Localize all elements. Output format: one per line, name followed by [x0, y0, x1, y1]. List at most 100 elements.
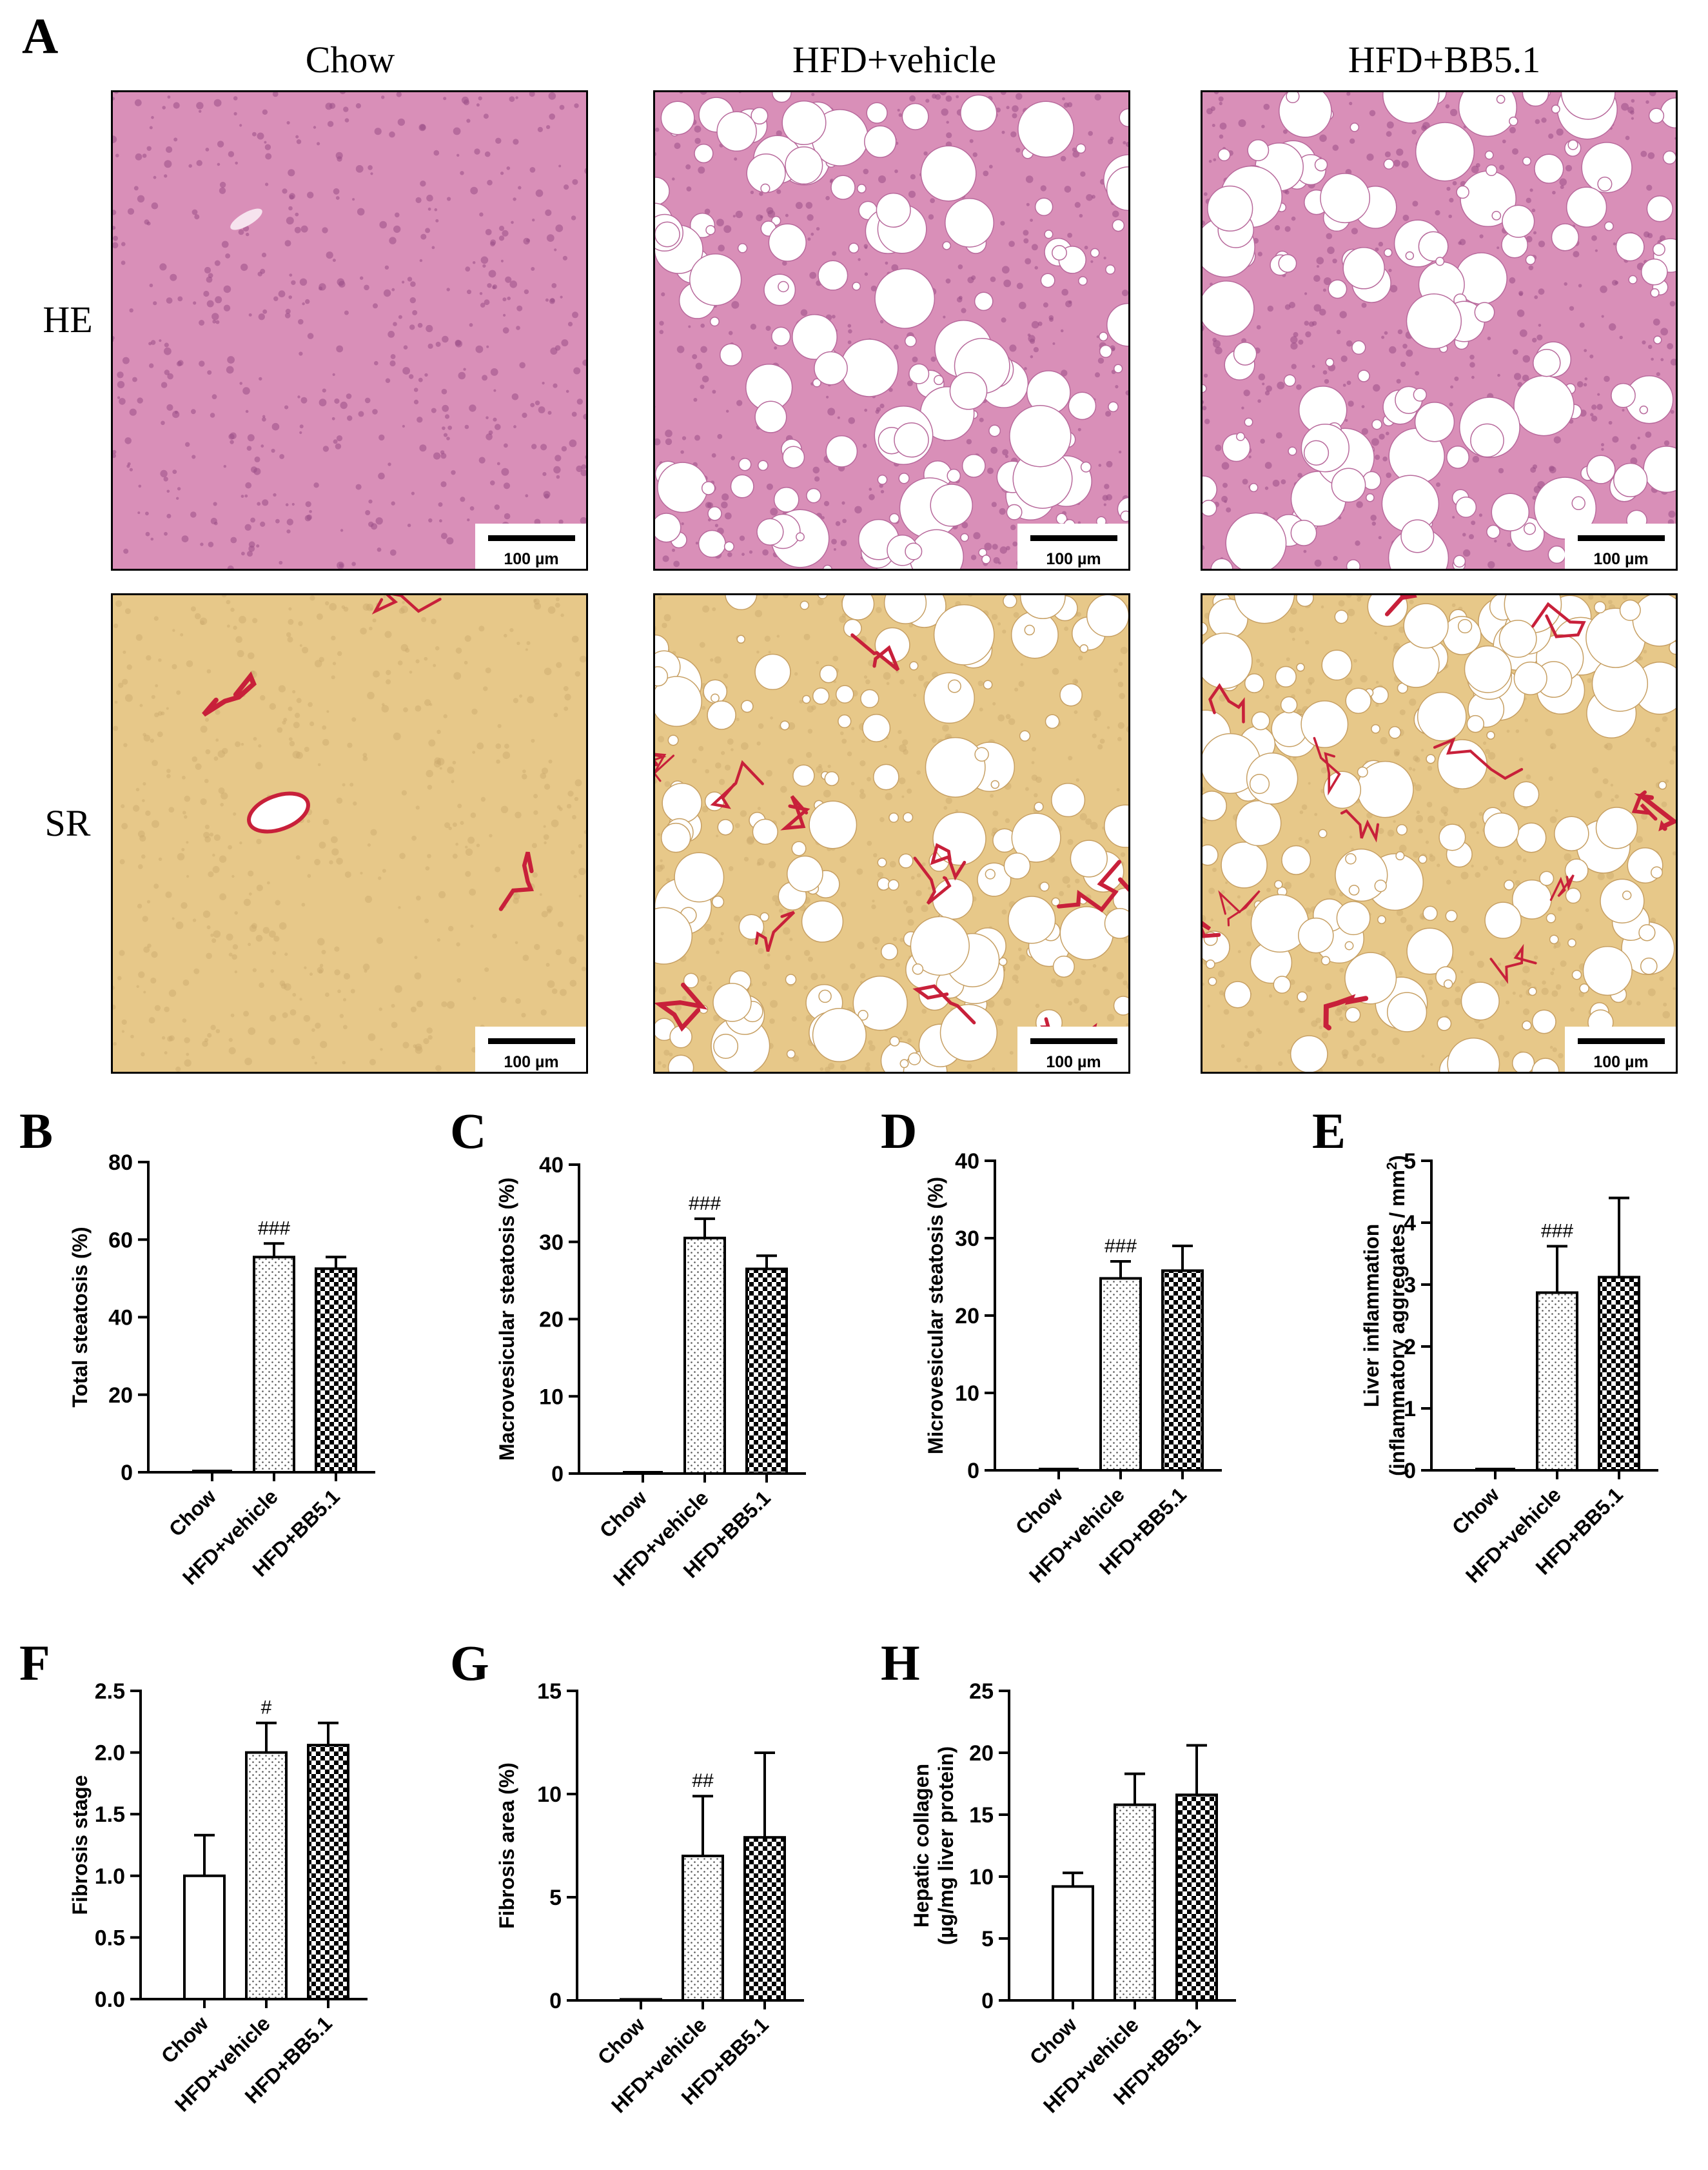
chart-f-y-tick-label: 2.0	[95, 1741, 125, 1766]
chart-b-y-tick-label: 40	[108, 1306, 133, 1330]
chart-e-y-label: Liver inflammation	[1360, 1224, 1383, 1408]
chart-e-y-tick-label: 4	[1404, 1211, 1416, 1236]
chart-f-bar-chow	[183, 1874, 226, 2001]
scale-bar	[488, 1038, 575, 1044]
chart-h-y-label-units: (µg/mg liver protein)	[934, 1746, 957, 1945]
column-label-hfd-vehicle: HFD+vehicle	[792, 39, 996, 81]
chart-g-y-tick-label: 0	[549, 1989, 562, 2013]
scale-bar-box	[1565, 1027, 1678, 1074]
chart-d: D 0 10 20 30 40 Microvesicular steatosis (%) Ch…	[881, 1103, 1222, 1587]
chart-c-y-tick-label: 30	[539, 1230, 564, 1255]
chart-h-bar-hfd-bb51	[1175, 1793, 1218, 2002]
chart-d-x-label-chow: Chow	[1011, 1483, 1067, 1539]
panel-c-letter: C	[450, 1103, 486, 1159]
chart-f-y-tick-label: 1.5	[95, 1802, 125, 1827]
micrograph-he-hfd-bb51: 100 µm	[1201, 90, 1678, 571]
central-vein	[247, 791, 310, 834]
chart-e-y-tick-label: 3	[1404, 1273, 1416, 1297]
panel-d-letter: D	[881, 1103, 917, 1159]
column-label-hfd-bb51: HFD+BB5.1	[1348, 39, 1541, 81]
chart-c-significance-hfd-vehicle: ###	[689, 1193, 721, 1214]
chart-d-significance-hfd-vehicle: ###	[1104, 1236, 1137, 1257]
scale-bar-label: 100 µm	[504, 1053, 558, 1071]
chart-d-y-tick-label: 10	[955, 1381, 979, 1406]
chart-e-y-tick-label: 0	[1404, 1459, 1416, 1483]
scale-bar-box	[475, 524, 588, 571]
scale-bar-label: 100 µm	[1046, 1053, 1101, 1071]
chart-c-y-label: Macrovesicular steatosis (%)	[495, 1178, 518, 1461]
central-vein	[230, 208, 262, 230]
chart-b-y-tick-label: 20	[108, 1383, 133, 1408]
chart-h-y-tick-label: 20	[969, 1741, 994, 1766]
chart-d-y-tick-label: 30	[955, 1227, 979, 1251]
chart-c-y-tick-label: 10	[539, 1385, 564, 1409]
scale-bar	[1030, 535, 1117, 541]
chart-g-bar-hfd-bb51	[743, 1836, 786, 2002]
chart-f-x-label-chow: Chow	[157, 2011, 213, 2067]
chart-f-y-tick-label: 2.5	[95, 1679, 125, 1704]
panel-e-letter: E	[1312, 1103, 1346, 1159]
scale-bar	[1578, 1038, 1665, 1044]
chart-b-y-tick-label: 80	[108, 1150, 133, 1175]
chart-h-y-tick-label: 5	[981, 1927, 994, 1951]
panel-g-letter: G	[450, 1635, 489, 1691]
micrograph-border	[653, 90, 1130, 571]
chart-e-y-label-units: (inflammatory aggregates / mm2)	[1384, 1155, 1409, 1476]
scale-bar-label: 100 µm	[504, 550, 558, 568]
scale-bar-box	[475, 1027, 588, 1074]
chart-e-x-label-chow: Chow	[1448, 1483, 1504, 1539]
chart-c-y-tick-label: 40	[539, 1153, 564, 1178]
scale-bar	[1030, 1038, 1117, 1044]
micrograph-border	[111, 90, 588, 571]
micrograph-border	[1201, 593, 1678, 1074]
chart-c-y-tick-label: 20	[539, 1308, 564, 1332]
chart-b-significance-hfd-vehicle: ###	[258, 1218, 290, 1239]
micrograph-border	[653, 593, 1130, 1074]
chart-e-bar-hfd-vehicle	[1536, 1291, 1578, 1472]
chart-h-bar-hfd-vehicle	[1114, 1803, 1156, 2002]
micrograph-border	[1201, 90, 1678, 571]
chart-g-bar-chow	[620, 1998, 662, 2002]
panel-h-letter: H	[881, 1635, 920, 1691]
micrograph-sr-hfd-bb51: 100 µm	[1201, 593, 1678, 1074]
chart-f-significance-hfd-vehicle: #	[261, 1697, 272, 1719]
chart-c-bar-hfd-bb51	[745, 1267, 788, 1475]
chart-e-y-tick-label: 2	[1404, 1335, 1416, 1359]
chart-g-bar-hfd-vehicle	[682, 1855, 724, 2002]
chart-e-y-tick-label: 5	[1404, 1149, 1416, 1174]
scale-bar-box	[1017, 1027, 1130, 1074]
scale-bar-label: 100 µm	[1046, 550, 1101, 568]
chart-c-y-tick-label: 0	[551, 1462, 564, 1486]
scale-bar-label: 100 µm	[1593, 550, 1648, 568]
chart-c-bar-hfd-vehicle	[683, 1236, 726, 1475]
chart-b-y-tick-label: 60	[108, 1228, 133, 1252]
chart-f-y-tick-label: 0.0	[95, 1988, 125, 2012]
scale-bar	[488, 535, 575, 541]
chart-b-x-label-chow: Chow	[164, 1484, 221, 1541]
chart-c-x-label-chow: Chow	[595, 1486, 651, 1542]
column-label-chow: Chow	[306, 39, 395, 81]
panel-a-letter: A	[22, 8, 58, 64]
chart-h-bar-chow	[1052, 1885, 1094, 2002]
chart-d-y-tick-label: 20	[955, 1304, 979, 1328]
chart-h-y-tick-label: 0	[981, 1989, 994, 2013]
chart-e-y-tick-label: 1	[1404, 1397, 1416, 1421]
scale-bar-box	[1565, 524, 1678, 571]
chart-e: E 0 1 2 3 4 5 Liver inflammation (inflammatory a…	[1312, 1103, 1658, 1587]
chart-b-bar-hfd-bb51	[315, 1267, 357, 1474]
chart-h-y-tick-label: 15	[969, 1803, 994, 1828]
chart-h-y-tick-label: 25	[969, 1679, 994, 1704]
micrograph-sr-chow: 100 µm	[111, 593, 588, 1074]
chart-d-y-label: Microvesicular steatosis (%)	[924, 1177, 947, 1454]
chart-b-y-label: Total steatosis (%)	[68, 1227, 92, 1407]
scale-bar-box	[1017, 524, 1130, 571]
chart-h: H 0 5 10 15 20 25 Hepatic collagen (µg/mg liver …	[881, 1635, 1236, 2117]
micrograph-border	[111, 593, 588, 1074]
chart-d-y-tick-label: 0	[967, 1459, 979, 1483]
micrograph-he-hfd-vehicle: 100 µm	[653, 90, 1130, 571]
chart-h-y-tick-label: 10	[969, 1865, 994, 1889]
